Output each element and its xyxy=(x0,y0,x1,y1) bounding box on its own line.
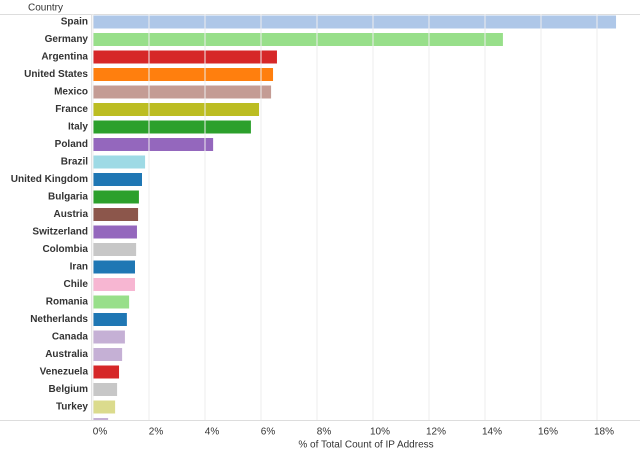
bar xyxy=(93,330,125,344)
bar xyxy=(93,120,251,134)
y-axis-header: Country xyxy=(28,3,63,14)
x-tick-label: 18% xyxy=(594,427,614,438)
bar xyxy=(93,190,139,204)
y-tick-label: Switzerland xyxy=(32,227,88,238)
bar xyxy=(93,15,617,29)
x-tick-label: 14% xyxy=(482,427,502,438)
bar xyxy=(93,365,120,379)
bar xyxy=(93,383,118,396)
bar xyxy=(93,243,137,256)
y-tick-label: France xyxy=(55,104,88,115)
bar xyxy=(93,33,503,46)
y-tick-label: Brazil xyxy=(61,157,88,168)
y-tick-label: Austria xyxy=(54,209,89,220)
bar xyxy=(93,278,135,291)
x-axis-title: % of Total Count of IP Address xyxy=(298,440,433,451)
x-tick-label: 4% xyxy=(205,427,220,438)
y-tick-label: Canada xyxy=(52,332,89,343)
bar xyxy=(93,348,123,361)
x-tick-label: 6% xyxy=(261,427,276,438)
bar xyxy=(93,155,146,169)
plot-area: Spain Germany Argentina United States Mexico… xyxy=(11,15,617,430)
y-tick-label: Netherlands xyxy=(30,314,88,325)
y-tick-label: Romania xyxy=(46,297,89,308)
bar xyxy=(93,103,260,116)
y-tick-label: United Kingdom xyxy=(11,174,88,185)
bar xyxy=(93,260,135,274)
y-tick-label: Germany xyxy=(45,34,89,45)
x-tick-label: 2% xyxy=(149,427,164,438)
y-tick-label: Italy xyxy=(68,122,88,133)
y-tick-label: Japan xyxy=(59,419,88,430)
bar xyxy=(93,68,274,81)
y-tick-label: Colombia xyxy=(42,244,88,255)
y-tick-label: Mexico xyxy=(54,87,88,98)
bar xyxy=(93,50,277,64)
y-tick-label: Belgium xyxy=(49,384,89,395)
y-tick-label: Poland xyxy=(55,139,88,150)
y-tick-label: Iran xyxy=(70,262,88,273)
bar xyxy=(93,208,139,221)
bar xyxy=(93,313,127,326)
bar xyxy=(93,295,130,309)
bar xyxy=(93,418,109,420)
y-tick-label: Turkey xyxy=(56,402,88,413)
bar xyxy=(93,225,137,239)
x-tick-label: 12% xyxy=(426,427,446,438)
y-tick-label: United States xyxy=(24,69,88,80)
bar xyxy=(93,85,272,99)
y-tick-label: Spain xyxy=(61,17,88,28)
y-tick-label: Venezuela xyxy=(40,367,89,378)
bar xyxy=(93,138,214,151)
bar xyxy=(93,173,142,186)
x-tick-label: 8% xyxy=(317,427,332,438)
y-tick-label: Chile xyxy=(64,279,89,290)
y-tick-label: Bulgaria xyxy=(48,192,88,203)
x-tick-label: 16% xyxy=(538,427,558,438)
bar xyxy=(93,400,116,414)
x-tick-label: 0% xyxy=(93,427,108,438)
y-tick-label: Australia xyxy=(45,349,88,360)
y-tick-label: Argentina xyxy=(41,52,88,63)
x-tick-label: 10% xyxy=(370,427,390,438)
